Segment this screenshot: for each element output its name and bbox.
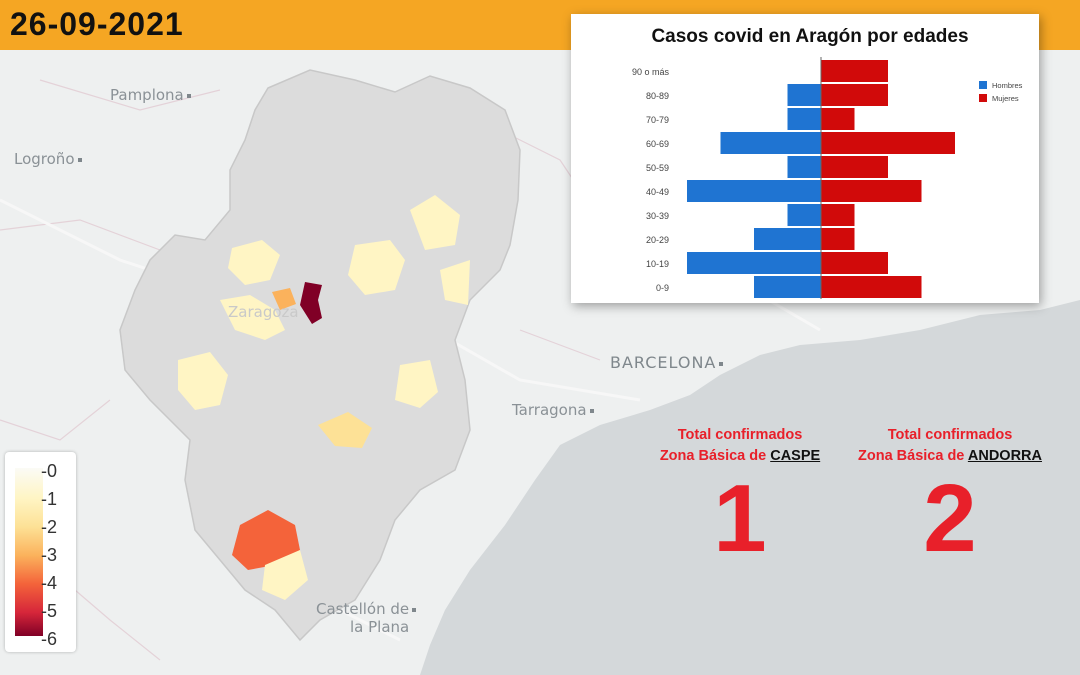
bar-mujeres: [821, 132, 955, 154]
total-label-line2: Zona Básica de CASPE: [659, 448, 821, 464]
sea: [420, 300, 1080, 675]
city-label-zaragoza: Zaragoza: [228, 303, 299, 321]
bar-mujeres: [821, 276, 922, 298]
legend-swatch-hombres: [979, 81, 987, 89]
zone-level-1: [410, 195, 460, 250]
date-label: 26-09-2021: [10, 6, 184, 42]
legend-tick-label: -5: [41, 601, 58, 621]
bar-mujeres: [821, 228, 855, 250]
age-group-label: 10-19: [646, 259, 669, 269]
legend-tick-label: -3: [41, 545, 58, 565]
bar-hombres: [787, 204, 821, 226]
total-value-caspe: 1: [713, 465, 767, 572]
zone-level-1: [262, 550, 308, 600]
zone-level-1: [220, 295, 285, 340]
bar-hombres: [687, 252, 821, 274]
total-value-andorra: 2: [923, 465, 977, 572]
total-label-line1: Total confirmados: [677, 427, 803, 443]
bar-mujeres: [821, 204, 855, 226]
age-pyramid-chart: Casos covid en Aragón por edades 90 o má…: [571, 14, 1039, 303]
bar-hombres: [754, 276, 821, 298]
zone-level-6: [300, 282, 322, 324]
legend-label-hombres: Hombres: [992, 81, 1023, 90]
zone-level-3: [272, 288, 296, 310]
roads: [0, 198, 821, 642]
aragon-region: [119, 69, 521, 642]
age-group-label: 80-89: [646, 91, 669, 101]
bar-mujeres: [821, 156, 888, 178]
age-group-label: 0-9: [656, 283, 669, 293]
bar-mujeres: [821, 108, 855, 130]
zone-level-1: [440, 260, 470, 305]
color-scale-legend: -0 -1 -2 -3 -4 -5 -6: [5, 452, 76, 652]
age-group-label: 50-59: [646, 163, 669, 173]
zone-level-1: [348, 240, 405, 295]
bar-mujeres: [821, 252, 888, 274]
age-group-label: 30-39: [646, 211, 669, 221]
legend-tick-label: -4: [41, 573, 58, 593]
age-group-label: 40-49: [646, 187, 669, 197]
zone-level-2: [318, 412, 372, 448]
total-block-andorra: Total confirmados Zona Básica de ANDORRA…: [830, 425, 1070, 569]
bar-hombres: [787, 108, 821, 130]
city-label-barcelona: BARCELONA: [610, 353, 724, 372]
zone-level-1: [395, 360, 438, 408]
legend-tick-label: -2: [41, 517, 58, 537]
total-label-line2: Zona Básica de ANDORRA: [858, 448, 1042, 464]
zone-name-caspe: CASPE: [770, 448, 821, 464]
color-scale-bar: [15, 468, 43, 636]
bar-mujeres: [821, 84, 888, 106]
legend-tick-label: -6: [41, 629, 58, 649]
city-label-castellon: Castellón de: [316, 600, 417, 618]
legend-label-mujeres: Mujeres: [992, 94, 1019, 103]
pyramid-plot: 90 o más 80-89 70-79 60-69 50-59 40-49 30-39 20…: [632, 57, 1023, 299]
age-group-label: 60-69: [646, 139, 669, 149]
bar-hombres: [787, 156, 821, 178]
chart-title: Casos covid en Aragón por edades: [651, 26, 969, 47]
city-label-tarragona: Tarragona: [512, 401, 594, 419]
bar-hombres: [787, 84, 821, 106]
legend-tick-label: -0: [41, 461, 58, 481]
legend-tick-label: -1: [41, 489, 58, 509]
bar-mujeres: [821, 60, 888, 82]
city-label-pamplona: Pamplona: [110, 86, 191, 104]
zone-level-4: [232, 510, 300, 570]
bar-hombres: [754, 228, 821, 250]
legend-swatch-mujeres: [979, 94, 987, 102]
city-label-logrono: Logroño: [14, 150, 82, 168]
age-group-label: 70-79: [646, 115, 669, 125]
bar-hombres: [687, 180, 821, 202]
bar-hombres: [720, 132, 821, 154]
age-group-label: 20-29: [646, 235, 669, 245]
age-group-label: 90 o más: [632, 67, 670, 77]
city-label-la-plana: la Plana: [350, 618, 410, 636]
total-block-caspe: Total confirmados Zona Básica de CASPE 1: [620, 425, 860, 569]
bar-mujeres: [821, 180, 922, 202]
zone-level-1: [178, 352, 228, 410]
total-label-line1: Total confirmados: [887, 427, 1013, 443]
region-borders: [0, 79, 601, 661]
zone-name-andorra: ANDORRA: [967, 448, 1042, 464]
zone-level-1: [228, 240, 280, 285]
